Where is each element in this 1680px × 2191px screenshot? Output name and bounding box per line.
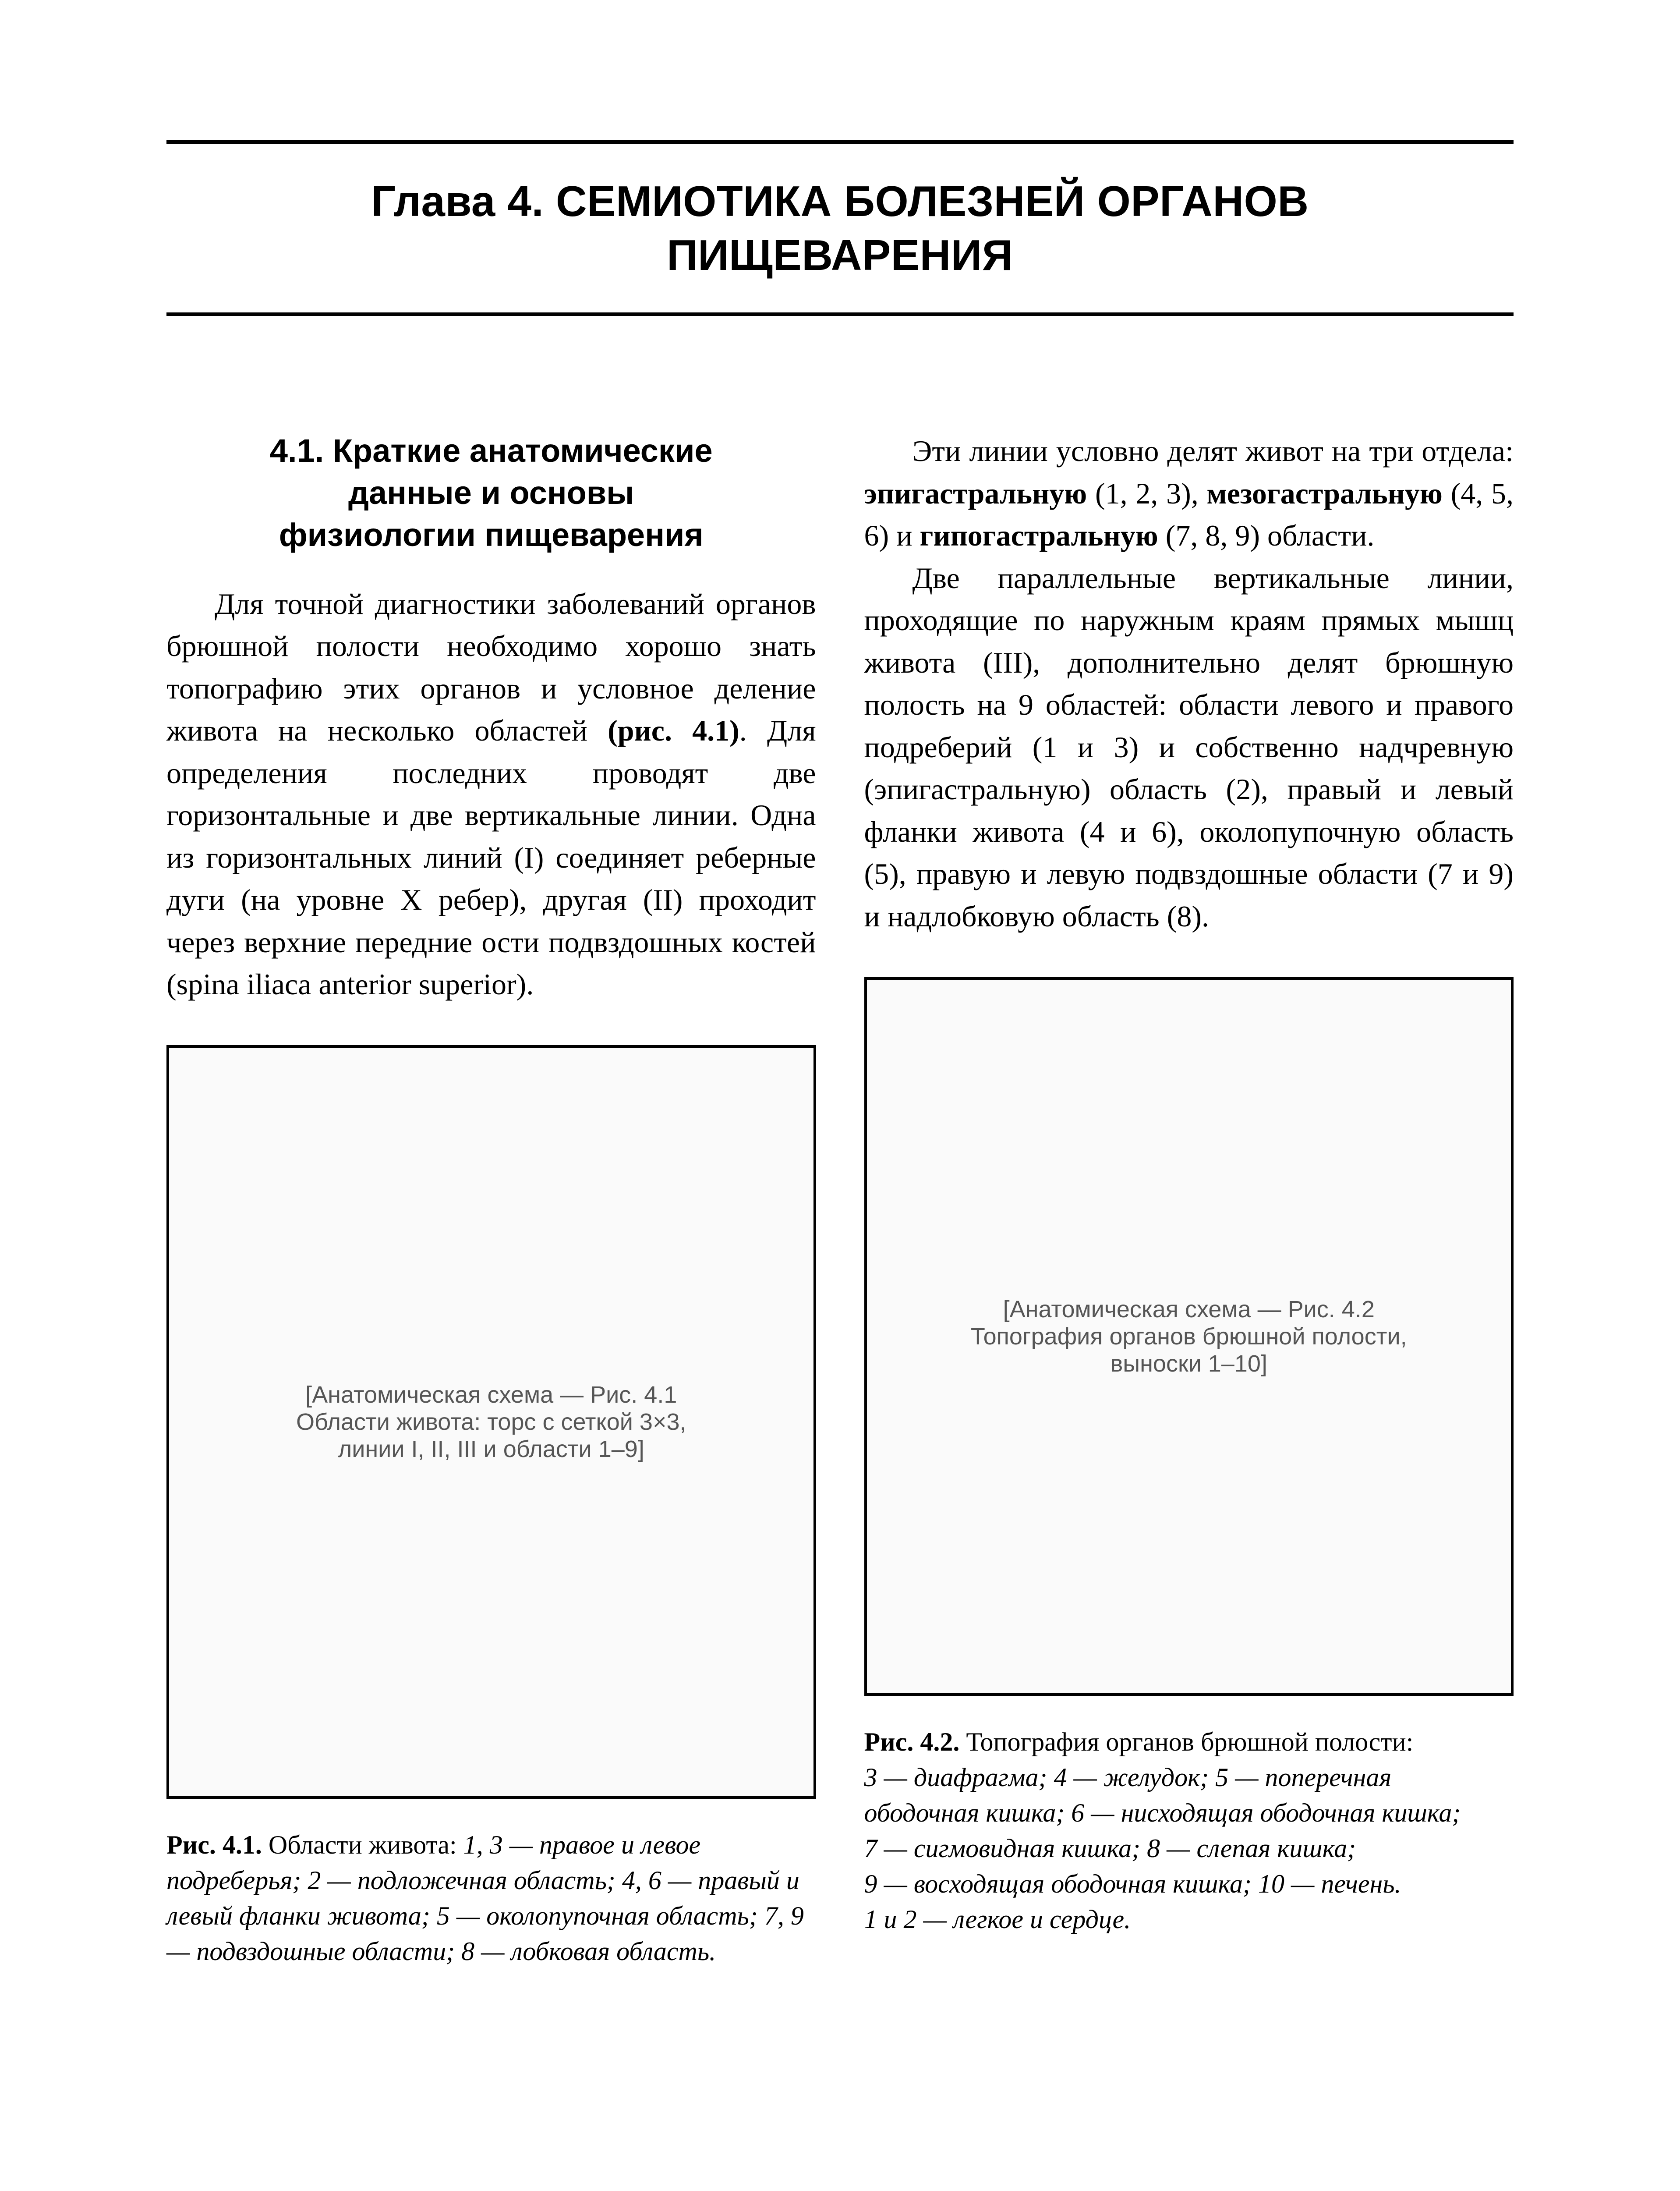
page: Глава 4. СЕМИОТИКА БОЛЕЗНЕЙ ОРГАНОВ ПИЩЕ… (0, 0, 1680, 2191)
para2-post: (7, 8, 9) области. (1158, 519, 1375, 552)
two-column-layout: 4.1. Краткие анатомические данные и осно… (166, 430, 1514, 1996)
figure-4-1: [Анатомическая схема — Рис. 4.1 Области … (166, 1045, 816, 1969)
fig42-legend: 3 — диафрагма; 4 — желудок; 5 — поперечн… (864, 1760, 1514, 1937)
fig42-legend-line: 3 — диафрагма; 4 — желудок; 5 — поперечн… (864, 1760, 1514, 1795)
chapter-title: Глава 4. СЕМИОТИКА БОЛЕЗНЕЙ ОРГАНОВ ПИЩЕ… (166, 174, 1514, 282)
para1-post: . Для определения последних проводят две… (166, 714, 816, 1001)
para2-pre: Эти линии условно делят живот на три отд… (913, 434, 1514, 468)
fig42-legend-line: 9 — восходящая ободочная кишка; 10 — печ… (864, 1866, 1514, 1902)
paragraph-3: Две параллельные вертикальные линии, про… (864, 557, 1514, 938)
fig42-title-line: Рис. 4.2. Топография органов брюшной пол… (864, 1724, 1514, 1760)
section-heading-line1: 4.1. Краткие анатомические (270, 433, 713, 469)
section-heading: 4.1. Краткие анатомические данные и осно… (166, 430, 816, 557)
fig42-label-bold: Рис. 4.2. (864, 1727, 960, 1756)
fig41-label-plain: Области живота: (262, 1830, 463, 1859)
figure-4-1-caption: Рис. 4.1. Области живота: 1, 3 — правое … (166, 1827, 816, 1969)
section-heading-line3: физиологии пищеварения (279, 517, 704, 553)
fig42-legend-line: ободочная кишка; 6 — нисходящая ободочна… (864, 1795, 1514, 1831)
fig41-label-bold: Рис. 4.1. (166, 1830, 262, 1859)
figure-4-2-image: [Анатомическая схема — Рис. 4.2 Топограф… (864, 977, 1514, 1696)
para1-bold: (рис. 4.1) (608, 714, 739, 747)
chapter-title-line1: Глава 4. СЕМИОТИКА БОЛЕЗНЕЙ ОРГАНОВ (371, 177, 1309, 225)
figure-4-1-image: [Анатомическая схема — Рис. 4.1 Области … (166, 1045, 816, 1799)
fig42-label-plain: Топография органов брюшной полости: (959, 1727, 1413, 1756)
para2-m1: (1, 2, 3), (1087, 477, 1206, 510)
figure-4-2: [Анатомическая схема — Рис. 4.2 Топограф… (864, 977, 1514, 1937)
fig42-legend-line: 1 и 2 — легкое и сердце. (864, 1902, 1514, 1937)
under-title-rule (166, 312, 1514, 316)
fig42-legend-line: 7 — сигмовидная кишка; 8 — слепая кишка; (864, 1831, 1514, 1866)
paragraph-2: Эти линии условно делят живот на три отд… (864, 430, 1514, 557)
para2-b2: мезогастральную (1206, 477, 1442, 510)
para2-b3: гипогастральную (920, 519, 1158, 552)
left-column: 4.1. Краткие анатомические данные и осно… (166, 430, 816, 1996)
chapter-title-line2: ПИЩЕВАРЕНИЯ (667, 231, 1013, 279)
top-rule (166, 140, 1514, 144)
right-column: Эти линии условно делят живот на три отд… (864, 430, 1514, 1996)
section-heading-line2: данные и основы (348, 475, 634, 511)
paragraph-1: Для точной диагностики заболеваний орган… (166, 583, 816, 1006)
figure-4-2-caption: Рис. 4.2. Топография органов брюшной пол… (864, 1724, 1514, 1937)
para2-b1: эпигастральную (864, 477, 1087, 510)
